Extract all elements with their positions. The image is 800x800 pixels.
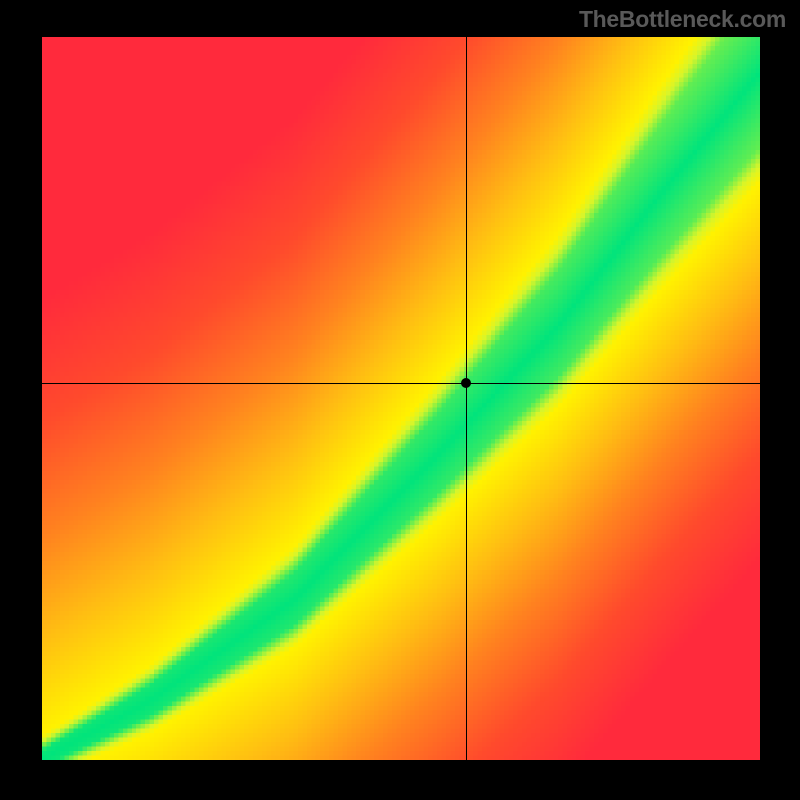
heatmap-canvas [42,37,760,760]
plot-area [42,37,760,760]
crosshair-marker [461,378,471,388]
crosshair-horizontal [42,383,760,384]
watermark-text: TheBottleneck.com [579,6,786,33]
crosshair-vertical [466,37,467,760]
